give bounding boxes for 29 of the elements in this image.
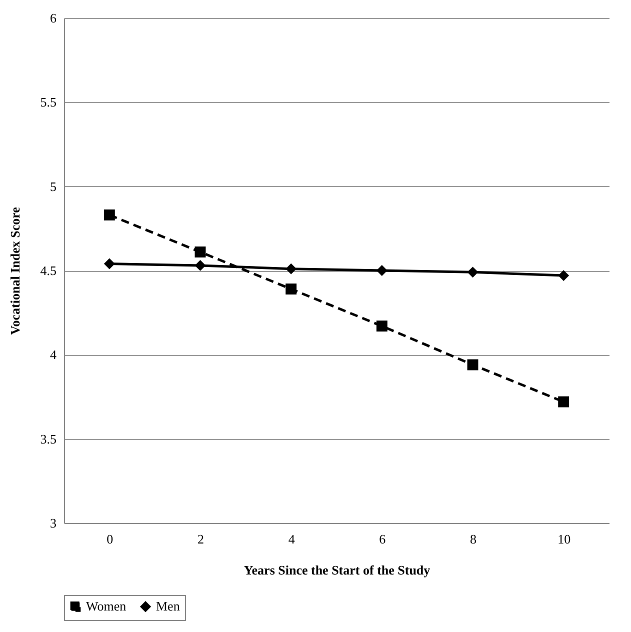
point — [104, 209, 115, 220]
point — [286, 263, 297, 274]
point — [376, 265, 388, 276]
legend-label: Men — [156, 598, 180, 614]
legend-label: Women — [86, 598, 127, 614]
point — [104, 258, 115, 270]
point — [194, 246, 206, 258]
point — [558, 270, 570, 282]
x-tick-label: 0 — [106, 532, 114, 546]
point — [558, 396, 570, 408]
x-tick-label: 6 — [379, 532, 386, 546]
y-tick-label: 3 — [50, 516, 56, 530]
x-tick-label: 10 — [558, 532, 571, 546]
point — [467, 266, 478, 278]
y-tick-label: 3.5 — [40, 431, 56, 446]
point — [467, 359, 478, 370]
point — [194, 260, 206, 271]
x-axis-title: Years Since the Start of the Study — [244, 562, 431, 578]
y-axis-title: Vocational Index Score — [7, 206, 22, 335]
x-tick-label: 2 — [198, 532, 204, 546]
y-tick-label: 6 — [50, 10, 57, 26]
y-tick-label: 4 — [50, 347, 57, 362]
point — [376, 320, 388, 332]
y-tick-label: 4.5 — [40, 263, 56, 278]
x-tick-label: 4 — [288, 532, 296, 546]
point — [286, 284, 297, 294]
x-tick-label: 8 — [470, 532, 476, 546]
y-tick-label: 5 — [50, 178, 56, 194]
y-tick-label: 5.5 — [40, 94, 56, 110]
